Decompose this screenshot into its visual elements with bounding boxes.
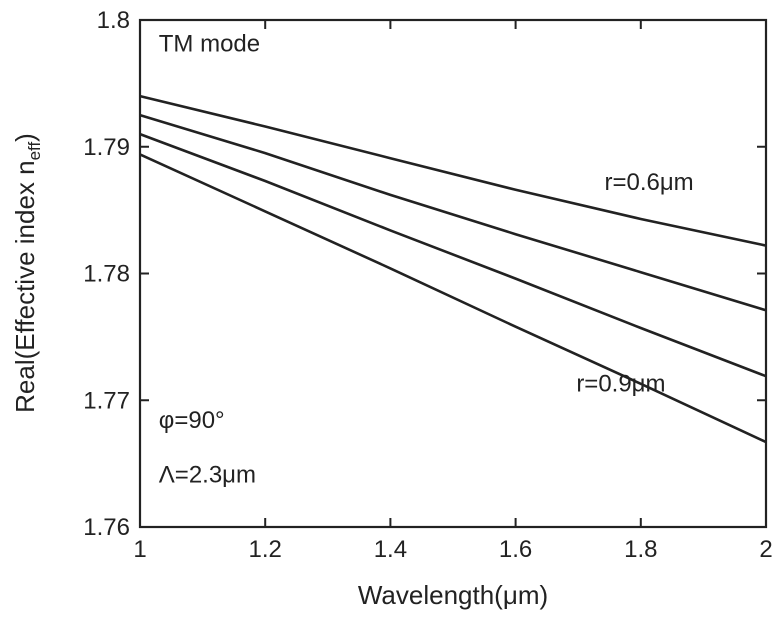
series-line-2 — [139, 113, 767, 312]
series-line-3 — [139, 132, 767, 378]
x-tick-label: 1.6 — [499, 536, 532, 563]
y-axis-label-close: ) — [10, 133, 40, 142]
y-tick-label: 1.76 — [83, 514, 130, 541]
y-tick-label: 1.79 — [83, 134, 130, 161]
series-line-1 — [139, 94, 767, 247]
series-lines — [139, 94, 767, 444]
x-axis-label: Wavelength(μm) — [358, 580, 548, 610]
series-line-4 — [139, 153, 767, 444]
annotation-r-bottom: r=0.9μm — [576, 370, 665, 397]
annotation-r-top: r=0.6μm — [604, 169, 693, 196]
y-axis-label-main: Real(Effective index n — [10, 160, 40, 412]
x-tick-label: 1 — [133, 536, 146, 563]
y-tick-label: 1.8 — [97, 7, 130, 34]
y-axis-label: Real(Effective index neff) — [10, 133, 44, 413]
annotation-mode: TM mode — [159, 31, 260, 58]
plot-frame — [138, 18, 768, 529]
y-tick-label: 1.78 — [83, 261, 130, 288]
y-axis-label-sub: eff — [25, 142, 44, 161]
x-tick-label: 2 — [759, 536, 772, 563]
y-tick-labels: 1.76 1.77 1.78 1.79 1.8 — [83, 7, 130, 541]
annotation-phi: φ=90° — [159, 407, 225, 434]
y-tick-label: 1.77 — [83, 387, 130, 414]
axis-ticks — [139, 19, 767, 528]
annotation-lambda: Λ=2.3μm — [159, 462, 256, 489]
x-tick-label: 1.4 — [374, 536, 407, 563]
x-tick-labels: 1 1.2 1.4 1.6 1.8 2 — [133, 536, 772, 563]
annotations: TM mode r=0.6μm r=0.9μm φ=90° Λ=2.3μm — [159, 31, 694, 489]
x-tick-label: 1.8 — [624, 536, 657, 563]
x-tick-label: 1.2 — [249, 536, 282, 563]
